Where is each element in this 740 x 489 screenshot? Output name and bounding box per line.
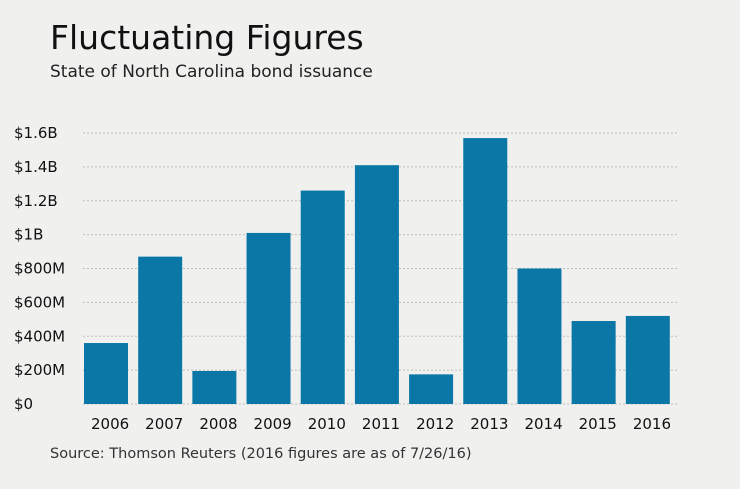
chart-title: Fluctuating Figures	[50, 18, 364, 57]
bars	[84, 138, 670, 405]
x-axis-category-labels: 2006 2007 2008 2009 2010 2011 2012 2013 2014 2015…	[91, 415, 671, 433]
x-category-label: 2011	[362, 415, 400, 433]
y-tick-label: $400M	[14, 327, 65, 345]
x-category-label: 2007	[145, 415, 183, 433]
y-tick-label: $600M	[14, 293, 65, 311]
bar-2006	[84, 343, 128, 404]
x-category-label: 2009	[254, 415, 292, 433]
bar-2009	[246, 232, 291, 404]
bar-2013	[463, 138, 508, 405]
x-category-label: 2006	[91, 415, 129, 433]
y-tick-label: $1.6B	[14, 124, 58, 142]
bar-2008	[192, 370, 237, 404]
bar-2007	[138, 256, 183, 404]
x-category-label: 2010	[308, 415, 346, 433]
y-tick-label: $1.4B	[14, 158, 58, 176]
x-category-label: 2016	[633, 415, 671, 433]
y-tick-label: $800M	[14, 260, 65, 278]
bar-2012	[409, 374, 454, 404]
bar-2011	[354, 165, 399, 404]
x-category-label: 2013	[470, 415, 508, 433]
y-tick-label: $1.2B	[14, 192, 58, 210]
source-note: Source: Thomson Reuters (2016 figures ar…	[50, 446, 472, 462]
y-axis-tick-labels: $0 $200M $400M $600M $800M $1B $1.2B $1.4B $1.6B	[14, 124, 65, 413]
x-category-label: 2008	[199, 415, 237, 433]
x-category-label: 2014	[524, 415, 562, 433]
x-category-label: 2012	[416, 415, 454, 433]
y-tick-label: $1B	[14, 226, 43, 244]
bar-2016	[625, 315, 670, 404]
y-tick-label: $200M	[14, 361, 65, 379]
chart-subtitle: State of North Carolina bond issuance	[50, 62, 373, 82]
y-tick-label: $0	[14, 395, 33, 413]
x-category-label: 2015	[579, 415, 617, 433]
bar-2010	[300, 190, 345, 404]
bar-2014	[517, 268, 562, 404]
bar-2015	[571, 321, 616, 404]
